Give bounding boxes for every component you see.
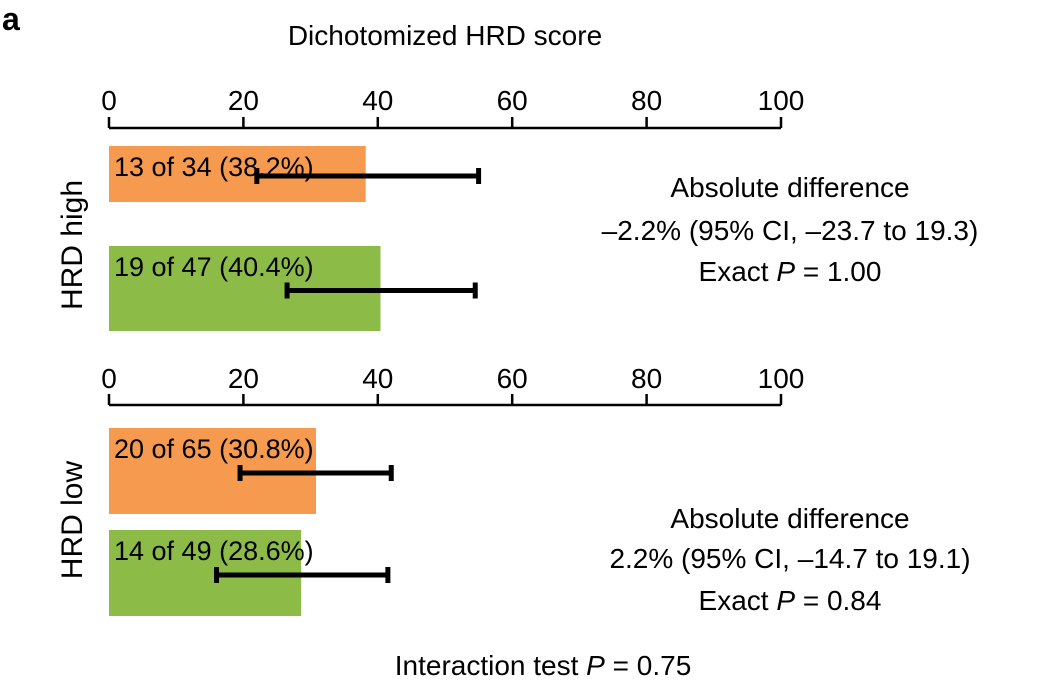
annotation-p-value: = 1.00 <box>795 256 881 287</box>
group-0: 0 20 40 60 80 100 HRD high 13 of 34 (38.2%) 19 o… <box>56 85 978 331</box>
x-tick-label: 60 <box>497 363 528 394</box>
x-tick-label: 40 <box>362 363 393 394</box>
footer-prefix: Interaction test <box>395 650 586 681</box>
bar-label: 13 of 34 (38.2%) <box>114 152 314 182</box>
annotation-title: Absolute difference <box>670 503 909 534</box>
x-tick-label: 80 <box>631 363 662 394</box>
annotation-p-symbol: P <box>776 256 795 287</box>
plot-area: 0 20 40 60 80 100 HRD high 13 of 34 (38.2%) 19 o… <box>56 85 978 616</box>
x-tick-label: 0 <box>101 85 117 116</box>
x-tick-label: 60 <box>497 85 528 116</box>
bar-label: 20 of 65 (30.8%) <box>114 434 314 464</box>
footer-p: P <box>586 650 605 681</box>
x-tick-label: 0 <box>101 363 117 394</box>
panel-letter: a <box>2 1 20 37</box>
group-label: HRD high <box>56 180 89 310</box>
group-label: HRD low <box>56 461 89 580</box>
bar-label: 19 of 47 (40.4%) <box>114 252 314 282</box>
x-tick-label: 80 <box>631 85 662 116</box>
annotation-p-symbol: P <box>776 585 795 616</box>
interaction-test-label: Interaction test P = 0.75 <box>395 650 692 681</box>
annotation-difference: –2.2% (95% CI, –23.7 to 19.3) <box>602 215 979 246</box>
annotation-exact-prefix: Exact <box>699 256 777 287</box>
group-1: 0 20 40 60 80 100 HRD low 20 of 65 (30.8%) 14 of… <box>56 363 971 616</box>
annotation-exact-prefix: Exact <box>699 585 777 616</box>
annotation-exact-p: Exact P = 1.00 <box>699 256 882 287</box>
annotation-exact-p: Exact P = 0.84 <box>699 585 882 616</box>
x-tick-label: 20 <box>228 85 259 116</box>
annotation-difference: 2.2% (95% CI, –14.7 to 19.1) <box>609 543 970 574</box>
x-tick-label: 100 <box>758 85 805 116</box>
x-tick-label: 40 <box>362 85 393 116</box>
chart-title: Dichotomized HRD score <box>288 20 602 51</box>
footer-suffix: = 0.75 <box>605 650 691 681</box>
x-tick-label: 20 <box>228 363 259 394</box>
annotation-title: Absolute difference <box>670 172 909 203</box>
x-tick-label: 100 <box>758 363 805 394</box>
annotation-p-value: = 0.84 <box>795 585 881 616</box>
bar-label: 14 of 49 (28.6%) <box>114 536 314 566</box>
